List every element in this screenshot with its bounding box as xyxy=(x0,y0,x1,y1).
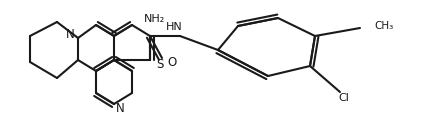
Text: NH₂: NH₂ xyxy=(144,14,165,24)
Text: Cl: Cl xyxy=(338,93,349,103)
Text: O: O xyxy=(167,56,177,68)
Text: N: N xyxy=(66,27,74,41)
Text: S: S xyxy=(156,57,164,71)
Text: HN: HN xyxy=(166,22,182,32)
Text: CH₃: CH₃ xyxy=(374,21,393,31)
Text: N: N xyxy=(116,102,124,115)
